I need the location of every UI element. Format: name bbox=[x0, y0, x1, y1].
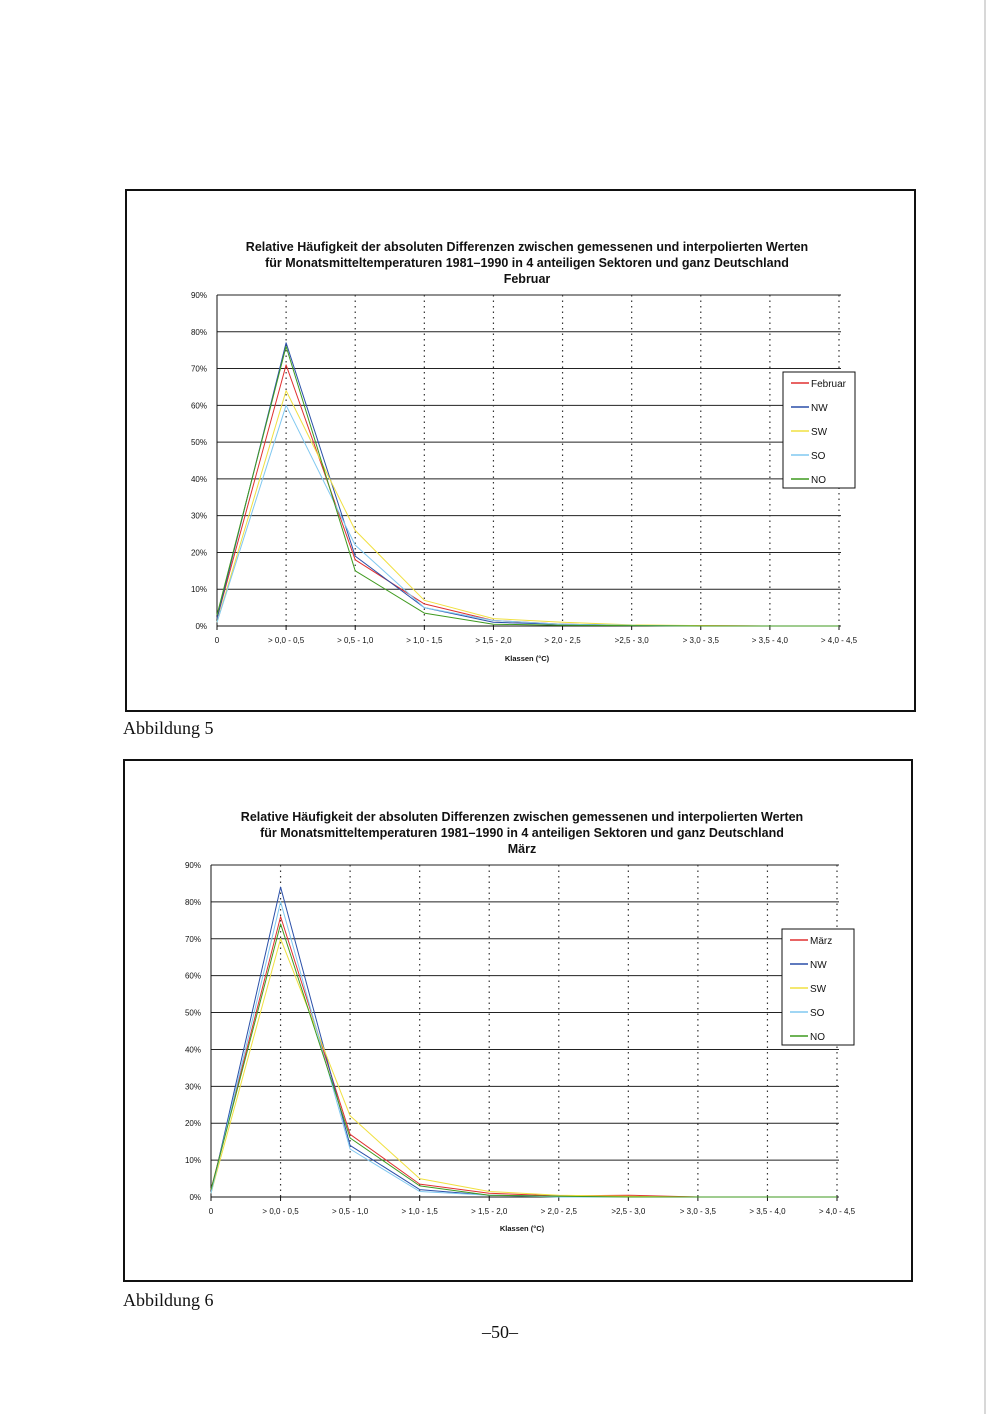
series-line-4 bbox=[216, 346, 839, 627]
page-number: –50– bbox=[482, 1322, 518, 1342]
legend-entry: Februar bbox=[811, 379, 847, 390]
legend-entry: NO bbox=[810, 1032, 825, 1043]
y-tick-label: 70% bbox=[191, 365, 207, 374]
figure-caption-5: Abbildung 5 bbox=[123, 718, 214, 738]
gridlines: 0% 10% 20% 30% 40% 50% 60% 70% 80% 90% bbox=[191, 291, 841, 631]
x-tick-label: 0 bbox=[215, 636, 220, 645]
chart-subtitle: für Monatsmitteltemperaturen 1981–1990 i… bbox=[265, 256, 789, 270]
x-tick-label: 0 bbox=[209, 1207, 214, 1216]
y-tick-label: 70% bbox=[185, 935, 201, 944]
legend: März NW SW SO NO bbox=[781, 928, 855, 1046]
legend: Februar NW SW SO NO bbox=[782, 371, 856, 489]
x-tick-label: > 1,0 - 1,5 bbox=[406, 636, 443, 645]
series-line-4 bbox=[210, 923, 837, 1198]
chart-title: Relative Häufigkeit der absoluten Differ… bbox=[241, 810, 803, 824]
legend-box bbox=[781, 928, 855, 1046]
legend-entry: NW bbox=[810, 960, 827, 971]
line-chart-maerz: Relative Häufigkeit der absoluten Differ… bbox=[185, 810, 856, 1233]
x-axis-label: Klassen (°C) bbox=[500, 1224, 545, 1233]
legend-entry: SO bbox=[810, 1008, 825, 1019]
y-tick-label: 80% bbox=[191, 328, 207, 337]
chart-month: Februar bbox=[504, 272, 551, 286]
chart-frame-februar: Relative Häufigkeit der absoluten Differ… bbox=[125, 189, 916, 712]
y-tick-label: 50% bbox=[185, 1009, 201, 1018]
y-tick-label: 20% bbox=[185, 1119, 201, 1128]
legend-entry: SO bbox=[811, 451, 826, 462]
chart-subtitle: für Monatsmitteltemperaturen 1981–1990 i… bbox=[260, 826, 784, 840]
x-tick-label: > 2,0 - 2,5 bbox=[544, 636, 581, 645]
line-chart-februar: Relative Häufigkeit der absoluten Differ… bbox=[191, 240, 858, 663]
series-lines bbox=[216, 342, 839, 627]
y-tick-label: 20% bbox=[191, 548, 207, 557]
y-tick-label: 50% bbox=[191, 438, 207, 447]
chart-month: März bbox=[508, 842, 536, 856]
x-tick-label: > 1,0 - 1,5 bbox=[402, 1207, 439, 1216]
legend-entry: SW bbox=[810, 984, 827, 995]
legend-entry: NO bbox=[811, 475, 826, 486]
legend-entry: SW bbox=[811, 427, 828, 438]
y-tick-label: 80% bbox=[185, 898, 201, 907]
chart-title: Relative Häufigkeit der absoluten Differ… bbox=[246, 240, 808, 254]
x-tick-label: >2,5 - 3,0 bbox=[611, 1207, 646, 1216]
y-tick-label: 60% bbox=[191, 401, 207, 410]
x-tick-label: > 0,5 - 1,0 bbox=[332, 1207, 369, 1216]
y-tick-label: 40% bbox=[191, 475, 207, 484]
y-tick-label: 60% bbox=[185, 972, 201, 981]
legend-entry: März bbox=[810, 936, 832, 947]
x-tick-label: > 0,5 - 1,0 bbox=[337, 636, 374, 645]
x-tick-label: > 1,5 - 2,0 bbox=[475, 636, 512, 645]
series-line-0 bbox=[210, 916, 837, 1198]
x-axis-label: Klassen (°C) bbox=[505, 654, 550, 663]
y-tick-label: 90% bbox=[191, 291, 207, 300]
legend-entry: NW bbox=[811, 403, 828, 414]
series-line-1 bbox=[216, 342, 839, 627]
x-tick-label: > 0,0 - 0,5 bbox=[268, 636, 305, 645]
x-tick-label: > 3,5 - 4,0 bbox=[752, 636, 789, 645]
x-tick-label: > 0,0 - 0,5 bbox=[262, 1207, 299, 1216]
y-tick-label: 10% bbox=[191, 585, 207, 594]
figure-caption-6: Abbildung 6 bbox=[123, 1290, 214, 1310]
y-tick-label: 30% bbox=[191, 512, 207, 521]
y-tick-label: 0% bbox=[189, 1193, 201, 1202]
chart-frame-maerz: Relative Häufigkeit der absoluten Differ… bbox=[123, 759, 913, 1282]
x-tick-label: > 4,0 - 4,5 bbox=[821, 636, 858, 645]
legend-box bbox=[782, 371, 856, 489]
y-tick-label: 40% bbox=[185, 1045, 201, 1054]
y-tick-label: 10% bbox=[185, 1156, 201, 1165]
series-lines bbox=[210, 886, 837, 1198]
series-line-1 bbox=[210, 886, 837, 1198]
x-tick-label: > 4,0 - 4,5 bbox=[819, 1207, 856, 1216]
series-line-0 bbox=[216, 364, 839, 627]
x-tick-label: > 3,0 - 3,5 bbox=[680, 1207, 717, 1216]
x-tick-label: > 1,5 - 2,0 bbox=[471, 1207, 508, 1216]
x-tick-label: > 3,0 - 3,5 bbox=[683, 636, 720, 645]
y-tick-label: 0% bbox=[195, 622, 207, 631]
x-tick-label: >2,5 - 3,0 bbox=[615, 636, 650, 645]
x-tick-label: > 3,5 - 4,0 bbox=[749, 1207, 786, 1216]
y-tick-label: 90% bbox=[185, 861, 201, 870]
gridlines: 0% 10% 20% 30% 40% 50% 60% 70% 80% 90% bbox=[185, 861, 839, 1202]
x-tick-label: > 2,0 - 2,5 bbox=[541, 1207, 578, 1216]
y-tick-label: 30% bbox=[185, 1082, 201, 1091]
